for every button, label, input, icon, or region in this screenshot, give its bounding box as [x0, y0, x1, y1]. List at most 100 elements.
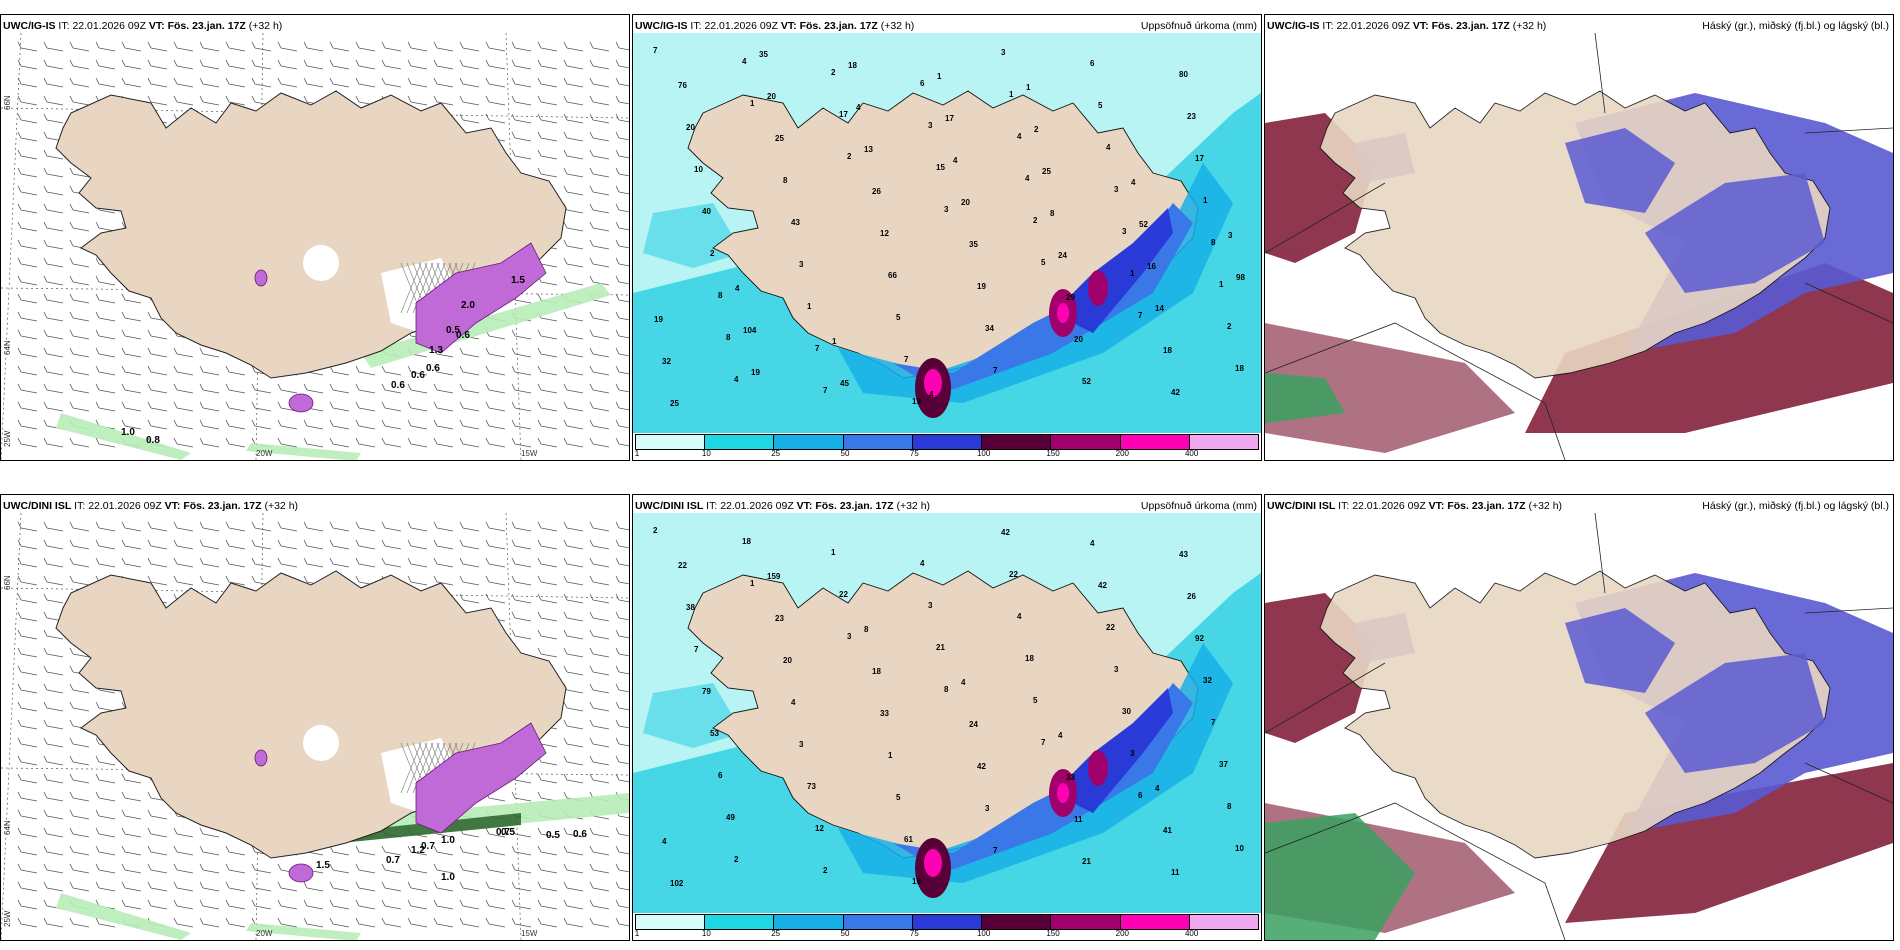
wind-barb-flag — [199, 845, 204, 853]
precip-values: 7123571841715212423431876438871914121735… — [653, 46, 1245, 408]
wind-barb-flag — [329, 437, 334, 445]
wind-barb-flag — [485, 863, 490, 871]
wind-barb — [618, 443, 629, 447]
wind-barb-flag — [433, 845, 438, 853]
wind-barb — [332, 371, 350, 376]
wind-barb — [436, 371, 454, 376]
precip-value-label: 2 — [1227, 322, 1232, 331]
legend-swatch — [774, 435, 844, 449]
precip-value-label: 7 — [1138, 311, 1143, 320]
wind-barb-flag — [563, 881, 568, 889]
wind-barb — [46, 245, 64, 250]
wind-barb-flag — [303, 521, 308, 529]
wind-snow-map[interactable]: 1.51.20.70.71.01.00.5 0.5 0.60.7 — [1, 513, 629, 940]
wind-barb-flag — [459, 575, 464, 583]
wind-barb — [358, 563, 376, 568]
wind-barb-flag — [355, 881, 360, 889]
wind-barb — [254, 563, 272, 568]
wind-barb — [46, 599, 64, 604]
wind-barb-flag — [407, 95, 412, 103]
wind-barb — [202, 527, 220, 532]
wind-barb — [72, 209, 90, 214]
wind-barb-flag — [225, 59, 230, 67]
wind-barb — [176, 545, 194, 550]
wind-barb — [618, 743, 629, 747]
wind-barb — [592, 761, 610, 766]
wind-barb — [228, 65, 246, 70]
wind-barb — [46, 227, 64, 232]
wind-barb — [98, 65, 116, 70]
wind-barb-flag — [95, 521, 100, 529]
contour-label: 1.0 — [441, 872, 455, 883]
wind-barb — [592, 173, 610, 178]
wind-barb-flag — [173, 575, 178, 583]
wind-barb — [410, 407, 428, 412]
wind-barb-flag — [615, 167, 620, 175]
wind-barb — [98, 407, 116, 412]
wind-barb-flag — [563, 899, 568, 907]
wind-barb — [46, 869, 64, 874]
wind-barb-flag — [381, 437, 386, 445]
cloud-map[interactable] — [1265, 513, 1893, 940]
wind-barb — [280, 545, 298, 550]
wind-barb — [592, 671, 610, 676]
precip-value-label: 5 — [1033, 696, 1038, 705]
wind-barb-flag — [277, 401, 282, 409]
wind-barb-flag — [121, 419, 126, 427]
wind-barb — [462, 545, 480, 550]
wind-barb-flag — [537, 41, 542, 49]
wind-barb-flag — [251, 863, 256, 871]
precip-value-label: 21 — [1082, 857, 1091, 866]
wind-barb-flag — [251, 557, 256, 565]
wind-barb — [618, 671, 629, 675]
precip-map[interactable]: 7123571841715212423431876438871914121735… — [633, 33, 1261, 433]
wind-barb-flag — [355, 863, 360, 871]
wind-barb-flag — [589, 239, 594, 247]
wind-barb-flag — [563, 845, 568, 853]
wind-barb — [384, 869, 402, 874]
wind-barb — [462, 83, 480, 88]
wind-barb-flag — [615, 881, 620, 889]
wind-barb-flag — [459, 77, 464, 85]
wind-barb-flag — [589, 593, 594, 601]
wind-barb-flag — [303, 881, 308, 889]
panel-header: UWC/DINI ISL IT: 22.01.2026 09Z VT: Fös.… — [3, 500, 299, 512]
wind-barb — [384, 851, 402, 856]
wind-barb — [46, 47, 64, 52]
wind-barb — [540, 923, 558, 928]
precip-value-label: 66 — [888, 271, 897, 280]
wind-barb-flag — [303, 557, 308, 565]
legend-tick: 50 — [840, 929, 850, 938]
precip-value-label: 42 — [1098, 581, 1107, 590]
precip-legend: 1 10 25 50 75 100 150 200 400 — [633, 432, 1261, 460]
precip-value-label: 35 — [969, 240, 978, 249]
wind-barb-flag — [563, 557, 568, 565]
wind-barb — [306, 389, 324, 394]
wind-barb-flag — [43, 113, 48, 121]
wind-barb-flag — [199, 347, 204, 355]
legend-tick: 150 — [1046, 929, 1060, 938]
wind-barb — [514, 779, 532, 784]
wind-barb-flag — [329, 419, 334, 427]
wind-barb — [150, 407, 168, 412]
wind-barb-flag — [459, 539, 464, 547]
wind-barb-flag — [69, 257, 74, 265]
wind-barb — [20, 389, 38, 394]
wind-barb-flag — [355, 419, 360, 427]
cloud-map[interactable] — [1265, 33, 1893, 460]
wind-barb — [20, 725, 38, 730]
precip-value-label: 76 — [678, 81, 687, 90]
wind-barb-flag — [563, 347, 568, 355]
wind-barb-flag — [69, 773, 74, 781]
wind-snow-map[interactable]: 1.00.80.60.60.62.01.50.50.61.3 — [1, 33, 629, 460]
wind-barb-flag — [277, 881, 282, 889]
wind-barb — [202, 371, 220, 376]
wind-barb — [592, 407, 610, 412]
precip-map[interactable]: 2138761018222153821318303749244376121622… — [633, 513, 1261, 913]
wind-barb — [566, 653, 584, 658]
precip-value-label: 2 — [1034, 125, 1039, 134]
wind-barb — [46, 173, 64, 178]
wind-barb — [358, 527, 376, 532]
wind-barb — [514, 389, 532, 394]
wind-barb — [176, 923, 194, 928]
